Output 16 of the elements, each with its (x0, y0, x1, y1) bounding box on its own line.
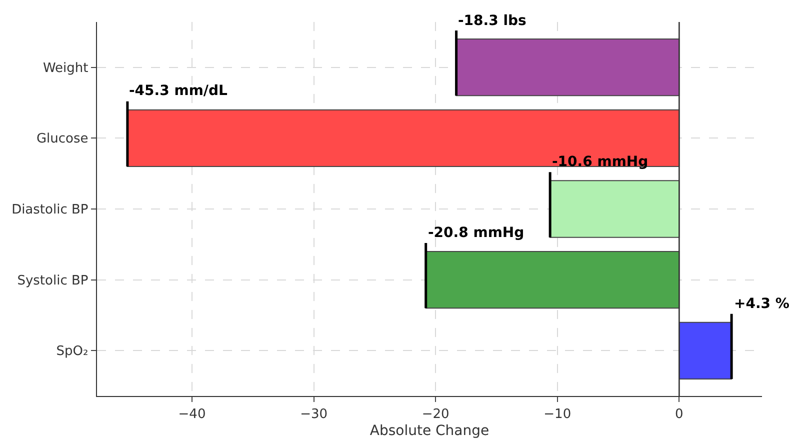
x-axis-title: Absolute Change (370, 423, 490, 440)
x-tick-label: −10 (544, 406, 572, 422)
data-label: -10.6 mmHg (552, 154, 648, 170)
y-tick-label: Diastolic BP (12, 202, 88, 218)
y-tick-label: Glucose (36, 132, 88, 147)
data-label: -20.8 mmHg (428, 225, 524, 241)
y-tick-label: Weight (42, 60, 88, 76)
y-tick-label: SpO₂ (56, 344, 88, 360)
x-tick-label: 0 (675, 406, 684, 422)
x-tick-label: −20 (422, 406, 450, 422)
x-tick-label: −30 (300, 406, 328, 422)
x-tick-label: −40 (178, 406, 206, 422)
data-label: -45.3 mm/dL (129, 83, 228, 99)
data-label: -18.3 lbs (458, 13, 526, 29)
data-label: +4.3 % (734, 296, 789, 312)
y-tick-label: Systolic BP (17, 273, 88, 288)
